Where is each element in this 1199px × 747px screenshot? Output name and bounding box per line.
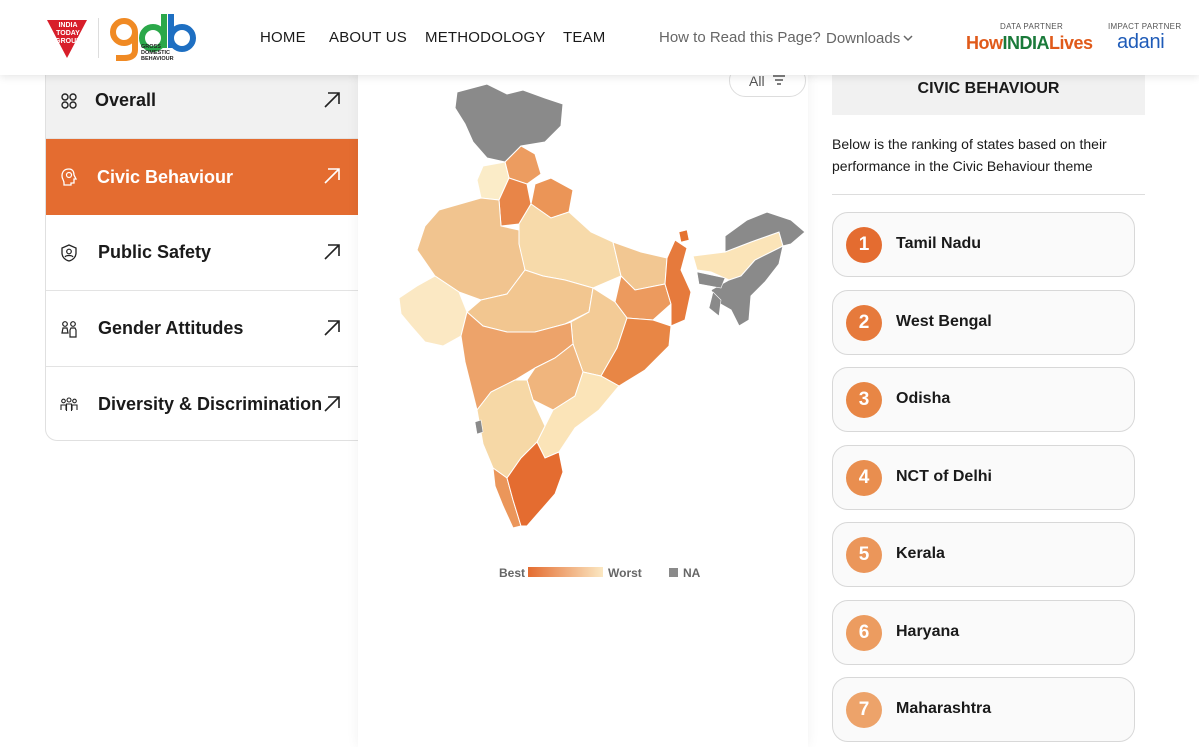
ranking-card[interactable]: 3 Odisha bbox=[832, 367, 1135, 432]
sidebar-item-gender-attitudes[interactable]: Gender Attitudes bbox=[46, 291, 358, 367]
state-odisha bbox=[600, 317, 672, 387]
legend-na-swatch bbox=[669, 568, 678, 577]
sidebar-item-overall[interactable]: Overall bbox=[46, 63, 358, 139]
nav-about-us[interactable]: ABOUT US bbox=[329, 29, 408, 46]
ranking-card[interactable]: 5 Kerala bbox=[832, 522, 1135, 587]
ranking-card[interactable]: 2 West Bengal bbox=[832, 290, 1135, 355]
rank-number-badge: 5 bbox=[846, 537, 882, 573]
rank-number-badge: 3 bbox=[846, 382, 882, 418]
data-partner-caption: DATA PARTNER bbox=[1000, 22, 1064, 31]
state-arunachal bbox=[724, 211, 806, 253]
rank-number-badge: 2 bbox=[846, 305, 882, 341]
rank-state-name: West Bengal bbox=[896, 313, 992, 330]
hil-part-lives: Lives bbox=[1049, 33, 1093, 53]
rank-number-badge: 4 bbox=[846, 460, 882, 496]
rank-state-name: Odisha bbox=[896, 390, 951, 407]
state-meghalaya bbox=[696, 271, 726, 289]
arrow-up-right-icon bbox=[324, 92, 340, 108]
site-header: INDIA TODAY GROUP GROSS DOMESTIC BEHAVIO… bbox=[0, 0, 1199, 75]
nav-methodology[interactable]: METHODOLOGY bbox=[425, 29, 546, 46]
nav-team[interactable]: TEAM bbox=[563, 29, 606, 46]
state-goa bbox=[474, 419, 484, 435]
sidebar-item-label: Gender Attitudes bbox=[98, 318, 244, 338]
hil-part-how: How bbox=[966, 33, 1003, 53]
sidebar-item-label: Civic Behaviour bbox=[97, 167, 234, 187]
arrow-up-right-icon bbox=[324, 168, 340, 184]
group-icon bbox=[60, 397, 78, 411]
shield-user-icon bbox=[61, 244, 77, 262]
rank-state-name: Haryana bbox=[896, 623, 960, 640]
how-india-lives-logo[interactable]: HowINDIALives bbox=[966, 33, 1093, 54]
ranking-card[interactable]: 1 Tamil Nadu bbox=[832, 212, 1135, 277]
legend-na-label: NA bbox=[683, 566, 701, 580]
filter-icon bbox=[773, 75, 785, 85]
filter-label: All bbox=[749, 73, 765, 89]
arrow-up-right-icon bbox=[324, 396, 340, 412]
ranking-card[interactable]: 4 NCT of Delhi bbox=[832, 445, 1135, 510]
ranking-description: Below is the ranking of states based on … bbox=[832, 136, 1107, 174]
rank-state-name: Kerala bbox=[896, 545, 945, 562]
state-jammu-kashmir bbox=[454, 83, 564, 163]
rank-number-badge: 7 bbox=[846, 692, 882, 728]
sidebar-item-label: Overall bbox=[95, 90, 157, 110]
logo-divider bbox=[98, 18, 99, 58]
chevron-down-icon[interactable] bbox=[903, 33, 913, 43]
legend-gradient bbox=[528, 567, 603, 577]
sidebar-item-label: Diversity & Discrimination bbox=[98, 394, 323, 414]
grid-icon bbox=[61, 93, 77, 109]
ranking-card[interactable]: 7 Maharashtra bbox=[832, 677, 1135, 742]
impact-partner-caption: IMPACT PARTNER bbox=[1108, 22, 1182, 31]
sidebar-item-civic-behaviour[interactable]: Civic Behaviour bbox=[46, 139, 358, 215]
gdb-logo[interactable] bbox=[110, 12, 200, 62]
india-choropleth-map[interactable] bbox=[395, 80, 807, 532]
rank-number-badge: 6 bbox=[846, 615, 882, 651]
state-sikkim bbox=[678, 229, 690, 243]
state-tripura bbox=[708, 291, 722, 317]
nav-home[interactable]: HOME bbox=[260, 29, 306, 46]
sidebar-item-public-safety[interactable]: Public Safety bbox=[46, 215, 358, 291]
people-icon bbox=[61, 321, 77, 338]
legend-best-label: Best bbox=[499, 566, 526, 580]
gdb-logo-subtitle: GROSS DOMESTIC BEHAVIOUR bbox=[141, 44, 174, 62]
arrow-up-right-icon bbox=[324, 320, 340, 336]
downloads-dropdown[interactable]: Downloads bbox=[826, 30, 901, 47]
ranking-card[interactable]: 6 Haryana bbox=[832, 600, 1135, 665]
sidebar-item-diversity-discrimination[interactable]: Diversity & Discrimination bbox=[46, 367, 358, 440]
state-west-bengal bbox=[664, 239, 692, 327]
arrow-up-right-icon bbox=[324, 244, 340, 260]
ranking-divider bbox=[832, 194, 1145, 195]
legend-worst-label: Worst bbox=[608, 566, 642, 580]
adani-logo[interactable]: adani bbox=[1117, 31, 1165, 53]
state-tamil-nadu bbox=[506, 441, 564, 527]
head-icon bbox=[61, 168, 78, 186]
hil-part-india: INDIA bbox=[1002, 33, 1050, 53]
rank-state-name: Tamil Nadu bbox=[896, 235, 982, 252]
sidebar-item-label: Public Safety bbox=[98, 242, 212, 262]
india-today-logo-text: INDIA TODAY GROUP bbox=[55, 22, 81, 45]
theme-sidebar: Overall Civic Behaviour Public Safety bbox=[45, 62, 358, 441]
state-karnataka bbox=[476, 379, 546, 479]
rank-number-badge: 1 bbox=[846, 227, 882, 263]
rank-state-name: Maharashtra bbox=[896, 700, 992, 717]
india-today-logo[interactable] bbox=[45, 16, 89, 60]
how-to-read-link[interactable]: How to Read this Page? bbox=[659, 29, 821, 46]
rank-state-name: NCT of Delhi bbox=[896, 468, 992, 485]
